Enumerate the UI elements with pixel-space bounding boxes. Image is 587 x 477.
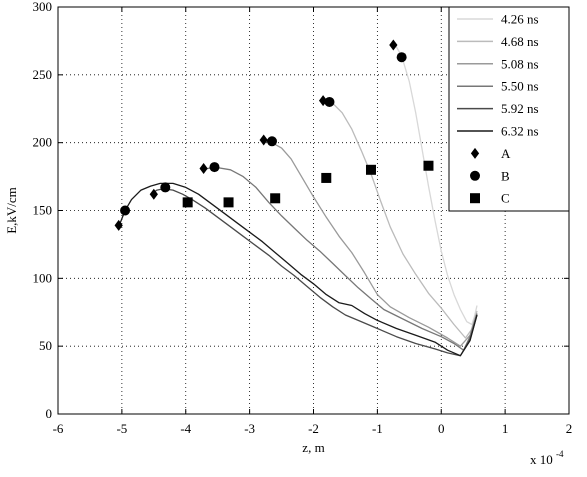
y-tick-label: 200 [33,135,53,150]
marker-c-point [321,172,332,183]
legend: 4.26 ns 4.68 ns 5.08 ns 5.50 ns 5.92 ns 6.32 … [448,6,570,212]
marker-c-point [223,197,234,208]
marker-a-point [259,134,268,146]
legend-swatch-square [470,193,480,204]
x-axis-multiplier-exponent: -4 [556,449,564,459]
x-tick-label: 0 [438,421,445,436]
x-tick-label: 1 [502,421,509,436]
x-tick-label: 2 [566,421,573,436]
x-tick-label: -6 [53,421,64,436]
y-tick-label: 150 [33,203,53,218]
marker-c-point [270,193,281,204]
legend-label: C [501,191,510,206]
x-tick-label: -4 [180,421,191,436]
marker-layer [114,39,434,231]
marker-c-point [365,164,376,175]
x-axis-multiplier: x 10 -4 [530,449,564,467]
legend-label: 4.26 ns [501,12,539,27]
legend-label: 5.92 ns [501,101,539,116]
series-line [201,166,478,351]
marker-c-point [423,160,434,171]
series-line [322,99,478,339]
marker-c-point [182,197,193,208]
marker-b-point [324,96,335,107]
marker-b-point [396,52,407,63]
legend-label: 5.08 ns [501,56,539,71]
series-line [150,188,478,357]
series-line [118,182,478,357]
x-tick-label: -2 [308,421,319,436]
x-tick-label: -1 [372,421,383,436]
y-tick-label: 0 [46,406,53,421]
legend-swatch-circle [470,170,480,181]
x-tick-label: -3 [244,421,255,436]
ticks: -6 -5 -4 -3 -2 -1 0 1 2 0 50 100 150 200 250 300 [33,0,573,436]
marker-b-point [266,136,277,147]
series-layer [118,44,478,357]
marker-a-point [149,188,158,200]
series-line [262,140,478,347]
y-axis-label: E,kV/cm [4,187,19,234]
marker-b-point [160,182,171,193]
legend-label: A [501,146,511,161]
y-tick-label: 100 [33,270,53,285]
legend-label: 5.50 ns [501,79,539,94]
y-tick-label: 50 [39,338,52,353]
x-tick-label: -5 [116,421,127,436]
x-axis-multiplier-base: x 10 [530,452,553,467]
legend-label: 4.68 ns [501,34,539,49]
marker-a-point [199,162,208,174]
marker-b-point [209,162,220,173]
marker-a-point [114,219,123,231]
y-tick-label: 300 [33,0,53,14]
y-tick-label: 250 [33,67,53,82]
legend-label: B [501,168,510,183]
marker-b-point [120,205,131,216]
legend-swatch-diamond [470,147,480,159]
series-line [394,44,478,326]
marker-a-point [389,39,398,51]
legend-label: 6.32 ns [501,124,539,139]
x-axis-label: z, m [302,440,324,455]
